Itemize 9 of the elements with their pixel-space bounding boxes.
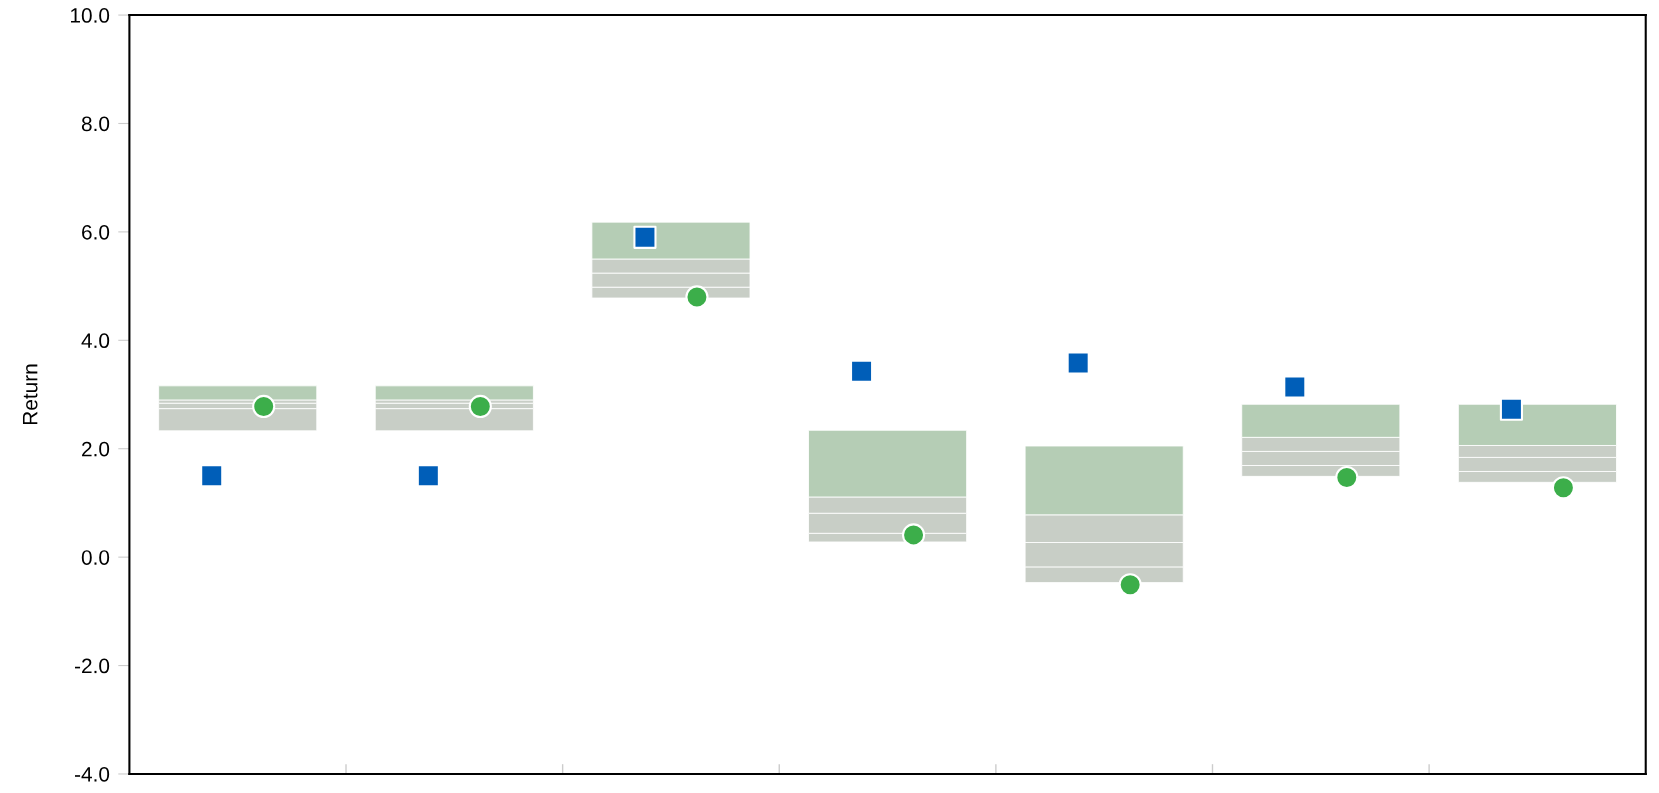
y-tick-label: -2.0 bbox=[74, 658, 110, 674]
y-tick-label: 6.0 bbox=[82, 224, 110, 240]
y-tick-label: 0.0 bbox=[81, 550, 110, 565]
y-tick-label: 10.0 bbox=[71, 8, 110, 23]
y-axis-title: Return bbox=[22, 364, 38, 425]
y-tick-label: 4.0 bbox=[81, 333, 110, 349]
y-tick-label: -4.0 bbox=[74, 766, 110, 782]
y-tick-label: 8.0 bbox=[81, 116, 110, 132]
y-tick-label: 2.0 bbox=[82, 441, 110, 457]
